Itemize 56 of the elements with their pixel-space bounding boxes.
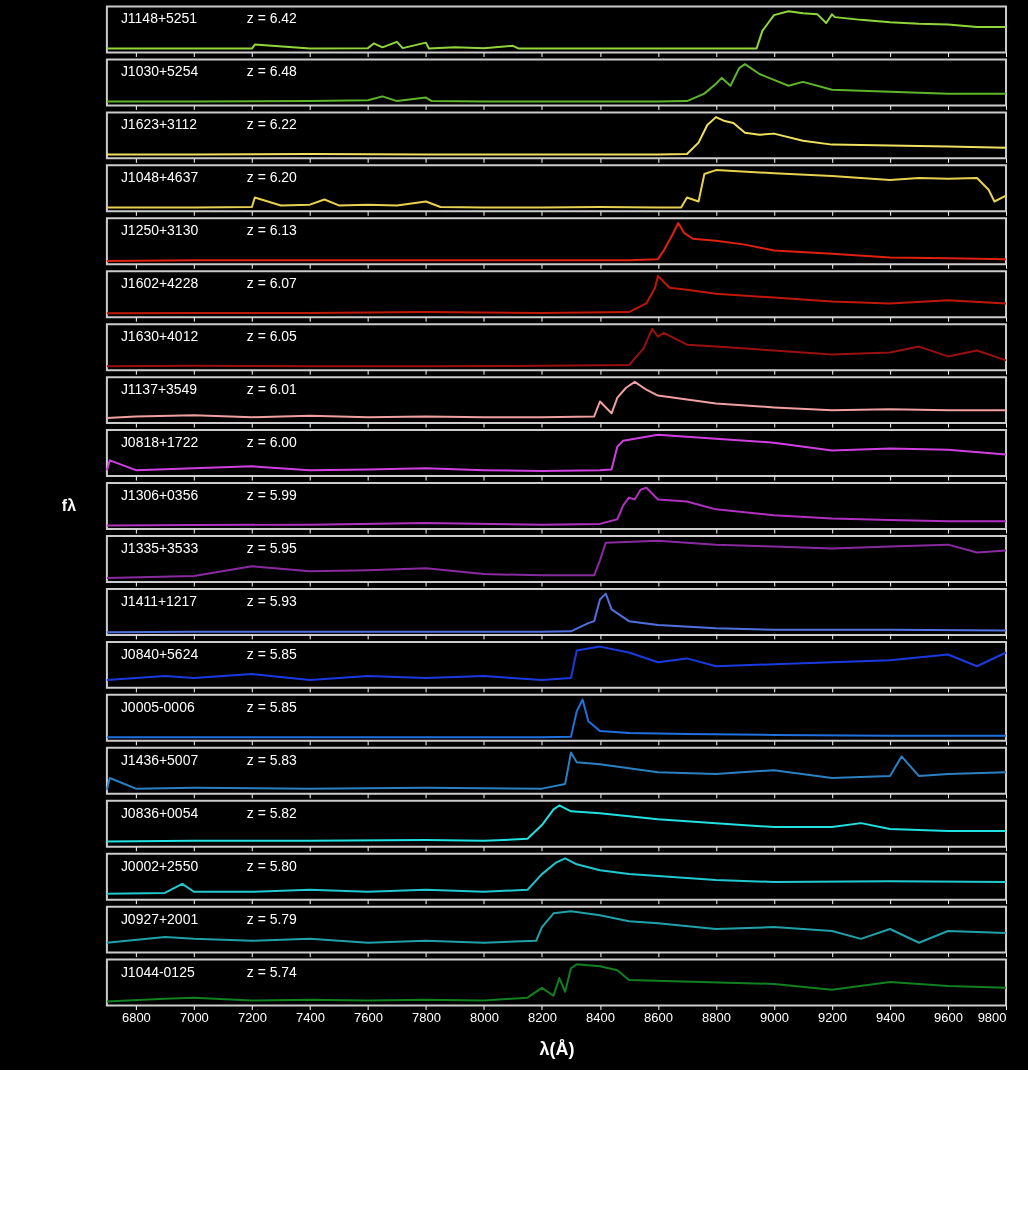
annotation: z = 5.99: [246, 487, 298, 504]
annotation: z = 5.83: [246, 751, 298, 768]
annotation: J1436+5007: [120, 751, 199, 768]
annotation: J1250+3130: [120, 222, 199, 239]
annotation: z = 6.13: [246, 222, 298, 239]
annotation: J1148+5251: [120, 10, 198, 27]
x-tick-label: 9800: [977, 1010, 1007, 1026]
annotation: J1306+0356: [120, 487, 199, 504]
x-tick-label: 8800: [702, 1010, 731, 1026]
annotation: J0927+2001: [120, 910, 199, 927]
annotation: z = 5.80: [246, 857, 298, 874]
annotation: J1048+4637: [120, 169, 199, 186]
annotation: z = 6.48: [246, 63, 298, 80]
x-tick-label: 9200: [818, 1010, 847, 1026]
annotation: z = 6.05: [246, 328, 298, 345]
annotation: J1411+1217: [120, 592, 198, 609]
y-axis-title: fλ: [61, 497, 77, 515]
annotation: z = 5.79: [246, 910, 298, 927]
annotation: z = 5.95: [246, 539, 298, 556]
x-axis-title: λ(Å): [539, 1038, 575, 1059]
x-tick-label: 9400: [876, 1010, 905, 1026]
annotation: J1137+3549: [120, 381, 198, 398]
annotation: J0818+1722: [120, 434, 199, 451]
annotation: J0002+2550: [120, 857, 199, 874]
annotation: J1044-0125: [120, 963, 195, 980]
annotation: z = 6.42: [246, 10, 298, 27]
x-tick-label: 9600: [934, 1010, 963, 1026]
x-tick-label: 9000: [760, 1010, 789, 1026]
annotation: J1630+4012: [120, 328, 199, 345]
x-tick-label: 8400: [586, 1010, 615, 1026]
annotation: z = 5.82: [246, 804, 298, 821]
annotation: J1623+3112: [120, 116, 198, 133]
annotation: J1602+4228: [120, 275, 199, 292]
annotation: z = 6.07: [246, 275, 298, 292]
x-tick-label: 7000: [179, 1010, 209, 1026]
x-tick-label: 7800: [412, 1010, 441, 1026]
x-tick-label: 6800: [121, 1010, 151, 1026]
x-tick-label: 7600: [354, 1010, 383, 1026]
annotation: J0836+0054: [120, 804, 199, 821]
annotation: z = 6.22: [246, 116, 298, 133]
annotation: z = 5.93: [246, 592, 298, 609]
x-tick-label: 8600: [644, 1010, 673, 1026]
annotation: J0005-0006: [120, 698, 195, 715]
annotation: z = 5.85: [246, 645, 298, 662]
annotation: J1335+3533: [120, 539, 199, 556]
annotation: z = 6.20: [246, 169, 298, 186]
annotation: z = 5.74: [246, 963, 298, 980]
annotation: J1030+5254: [120, 63, 199, 80]
x-tick-label: 8000: [470, 1010, 499, 1026]
annotation: z = 5.85: [246, 698, 298, 715]
x-tick-label: 7400: [295, 1010, 325, 1026]
x-tick-label: 7200: [237, 1010, 267, 1026]
annotation: z = 6.00: [246, 434, 298, 451]
annotation: z = 6.01: [246, 381, 298, 398]
annotation: J0840+5624: [120, 645, 199, 662]
x-tick-label: 8200: [528, 1010, 557, 1026]
